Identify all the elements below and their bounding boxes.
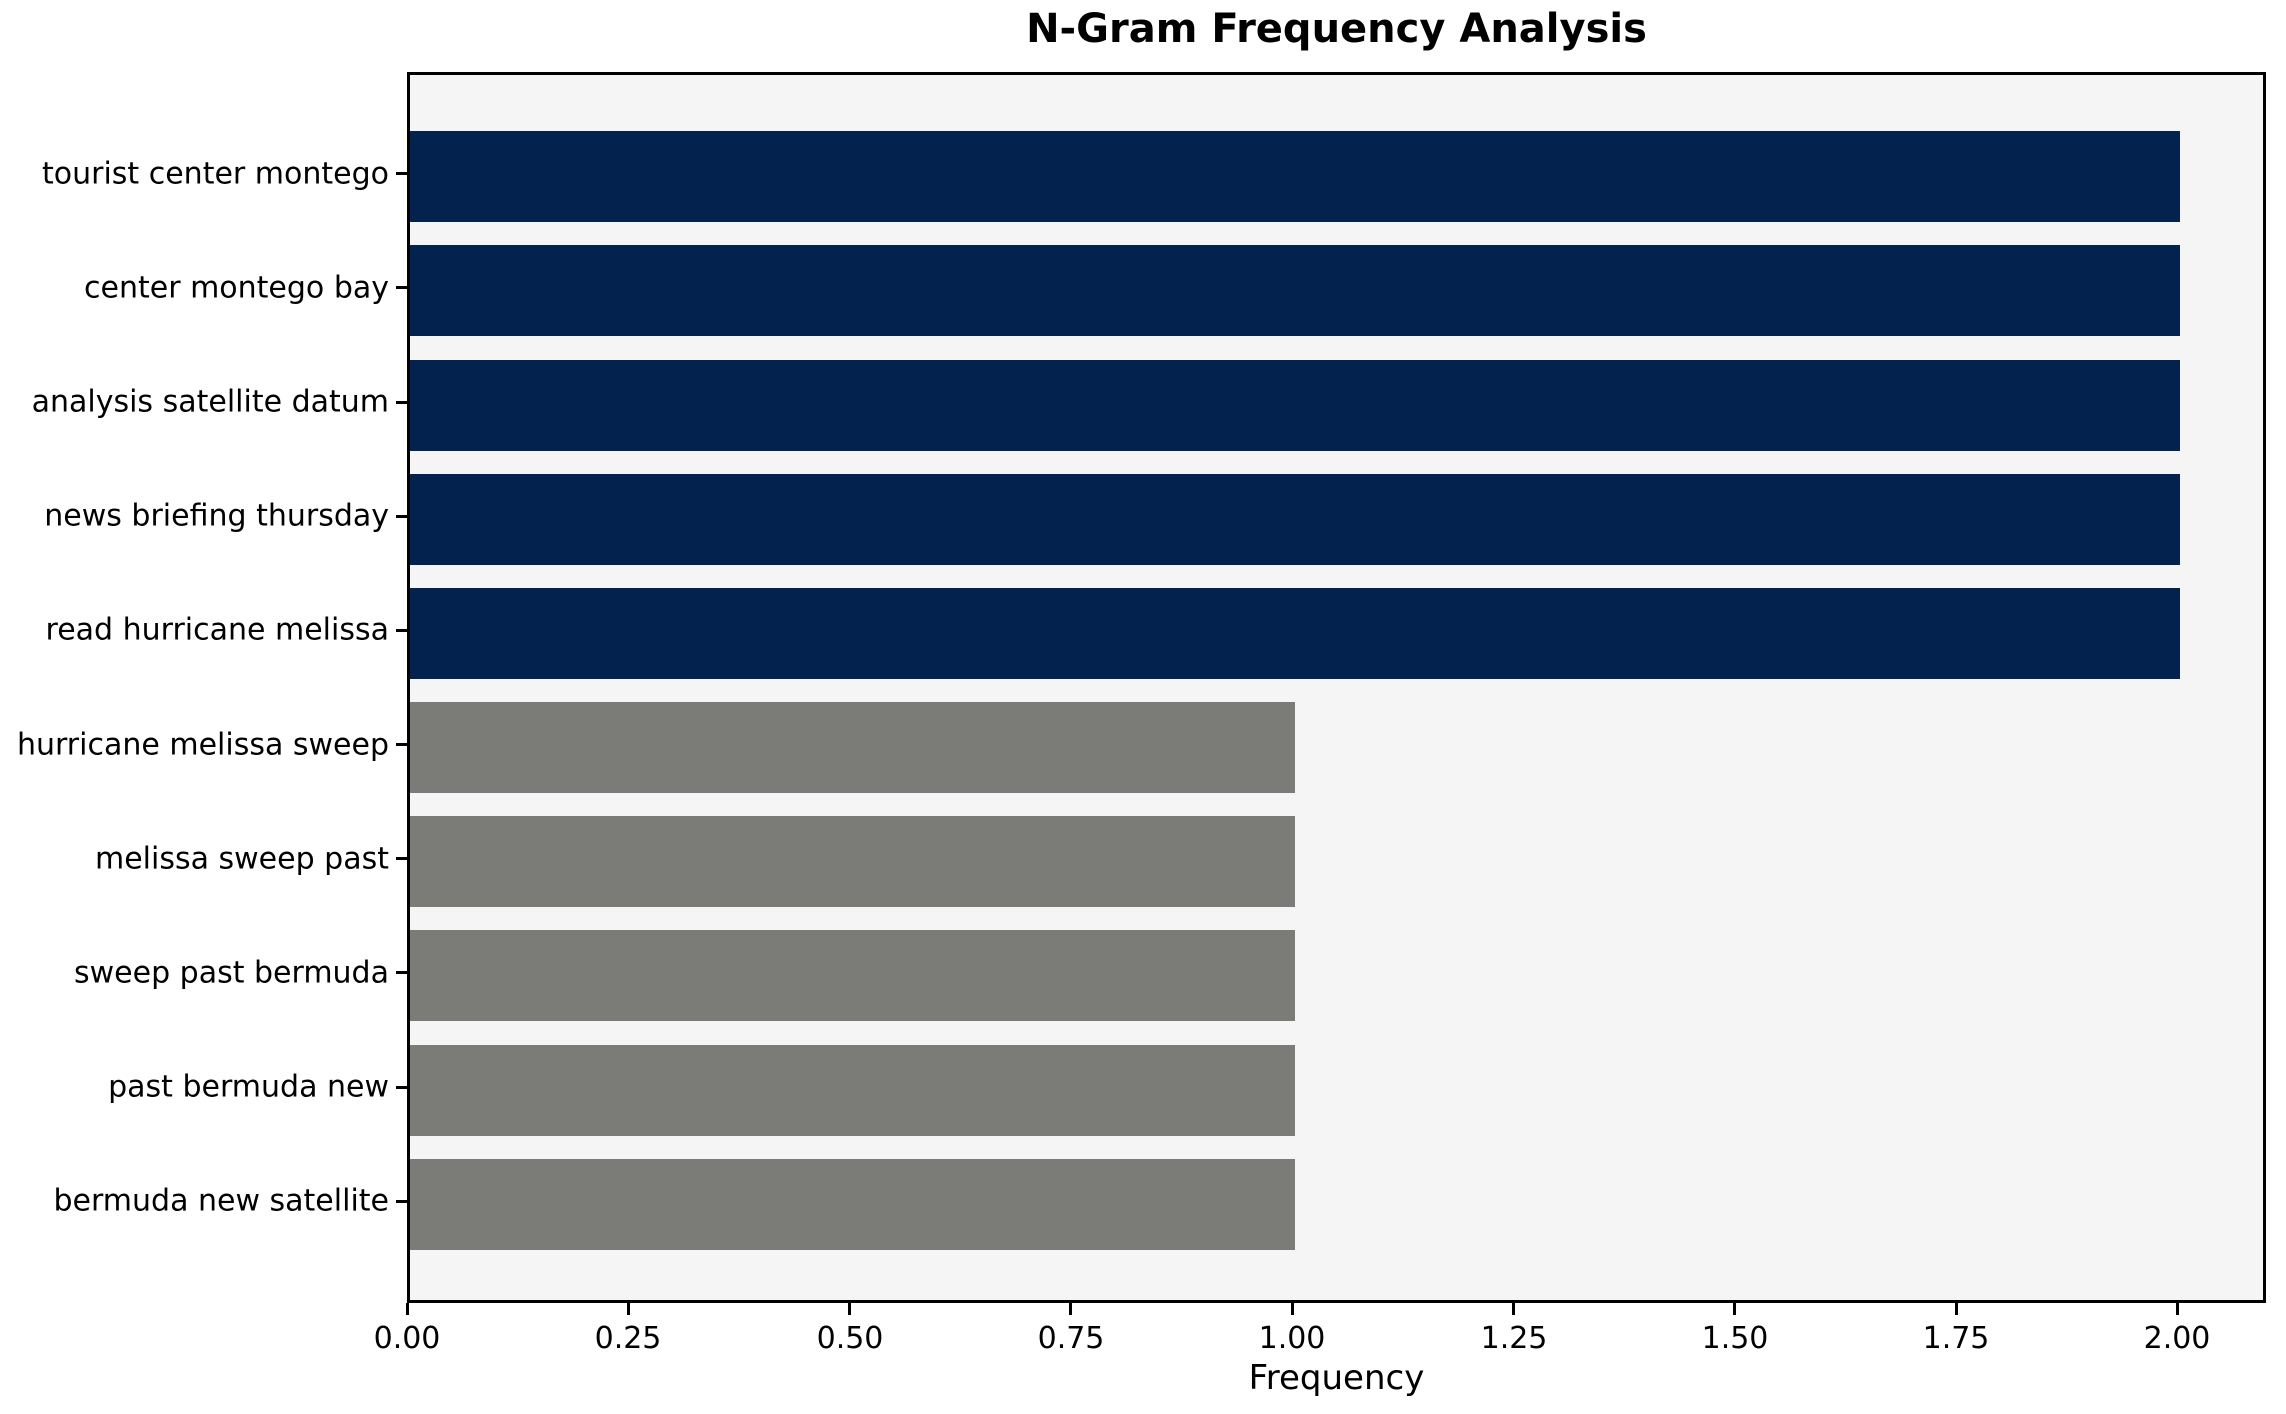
y-tick-label: news briefing thursday [44,498,389,534]
x-tick-label: 1.25 [1480,1321,1548,1356]
plot-area [407,72,2266,1303]
y-tick-mark [396,1200,407,1203]
y-tick-mark [396,286,407,289]
bar-tourist-center-montego [410,131,2180,222]
y-tick-mark [396,172,407,175]
bar-read-hurricane-melissa [410,588,2180,679]
x-tick-label: 0.25 [594,1321,662,1356]
y-tick-label: melissa sweep past [94,841,389,877]
x-tick-label: 0.50 [816,1321,884,1356]
bar-hurricane-melissa-sweep [410,702,1295,793]
bar-center-montego-bay [410,245,2180,336]
bar-news-briefing-thursday [410,474,2180,565]
x-tick-mark [1512,1303,1515,1315]
y-tick-mark [396,857,407,860]
y-tick-mark [396,629,407,632]
bar-bermuda-new-satellite [410,1159,1295,1250]
x-tick-mark [2176,1303,2179,1315]
y-tick-label: center montego bay [84,270,389,306]
x-tick-mark [848,1303,851,1315]
y-tick-mark [396,401,407,404]
y-tick-label: hurricane melissa sweep [16,727,389,763]
y-tick-mark [396,1086,407,1089]
bar-sweep-past-bermuda [410,930,1295,1021]
x-tick-label: 0.00 [373,1321,441,1356]
bar-past-bermuda-new [410,1045,1295,1136]
x-tick-mark [406,1303,409,1315]
y-tick-mark [396,515,407,518]
x-tick-label: 1.50 [1701,1321,1769,1356]
y-tick-label: bermuda new satellite [53,1183,389,1219]
x-tick-mark [1069,1303,1072,1315]
bar-melissa-sweep-past [410,816,1295,907]
bar-analysis-satellite-datum [410,360,2180,451]
y-tick-label: tourist center montego [42,156,389,192]
x-tick-mark [1733,1303,1736,1315]
y-tick-label: sweep past bermuda [74,955,389,991]
x-tick-mark [1955,1303,1958,1315]
x-tick-mark [1291,1303,1294,1315]
chart-title: N-Gram Frequency Analysis [1026,6,1647,52]
y-tick-label: read hurricane melissa [45,612,389,648]
y-tick-mark [396,743,407,746]
x-axis-label: Frequency [1248,1358,1425,1398]
y-tick-mark [396,971,407,974]
x-tick-label: 1.00 [1258,1321,1326,1356]
x-tick-label: 2.00 [2143,1321,2211,1356]
x-tick-label: 0.75 [1037,1321,1105,1356]
x-tick-mark [627,1303,630,1315]
y-tick-label: past bermuda new [108,1069,389,1105]
y-tick-label: analysis satellite datum [31,384,389,420]
x-tick-label: 1.75 [1922,1321,1990,1356]
